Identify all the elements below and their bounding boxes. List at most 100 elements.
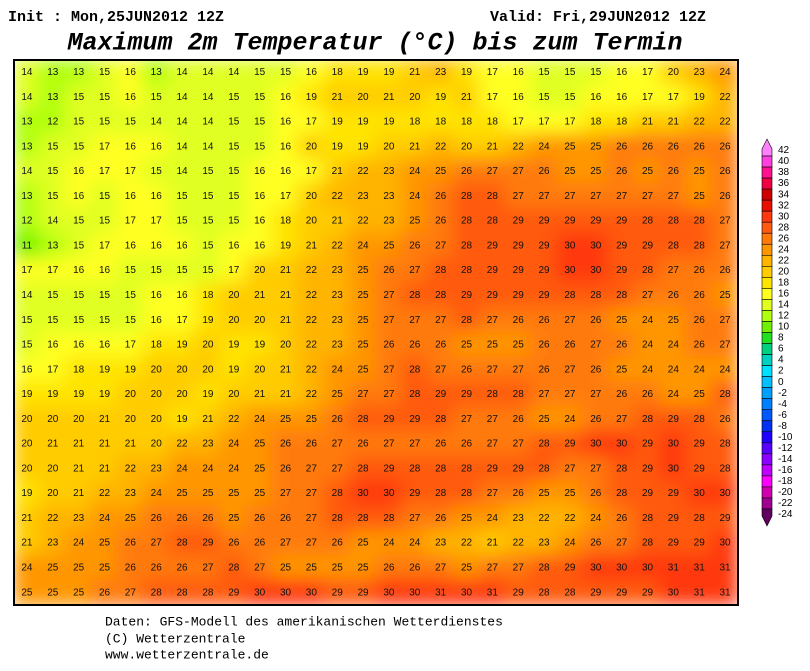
temperature-cell xyxy=(400,579,429,605)
temperature-label: 14 xyxy=(177,117,189,128)
temperature-cell xyxy=(556,405,584,433)
temperature-label: 17 xyxy=(125,166,137,177)
temperature-label: 29 xyxy=(513,216,525,227)
colorbar-segment xyxy=(761,431,773,444)
temperature-cell xyxy=(323,281,352,309)
temperature-cell xyxy=(504,133,533,161)
temperature-label: 27 xyxy=(668,191,680,202)
temperature-label: 28 xyxy=(487,191,499,202)
temperature-cell xyxy=(400,504,429,532)
temperature-label: 26 xyxy=(280,463,292,474)
temperature-label: 19 xyxy=(383,117,395,128)
temperature-cell xyxy=(633,356,662,384)
temperature-label: 14 xyxy=(21,166,33,177)
colorbar-segment xyxy=(761,310,773,322)
temperature-label: 27 xyxy=(435,240,447,251)
temperature-cell xyxy=(581,430,610,458)
temperature-label: 30 xyxy=(590,562,602,573)
temperature-cell xyxy=(323,158,352,185)
temperature-label: 27 xyxy=(306,538,318,549)
temperature-label: 29 xyxy=(539,265,551,276)
temperature-label: 30 xyxy=(409,587,421,598)
temperature-label: 19 xyxy=(228,340,240,351)
temperature-cell xyxy=(556,455,584,483)
temperature-label: 27 xyxy=(539,191,551,202)
temperature-cell xyxy=(90,405,119,433)
temperature-cell xyxy=(142,455,171,483)
temperature-cell xyxy=(219,133,248,161)
temperature-label: 29 xyxy=(720,513,732,524)
temperature-cell xyxy=(581,554,610,582)
temperature-label: 20 xyxy=(125,389,137,400)
temperature-cell xyxy=(38,281,67,309)
colorbar-label: 26 xyxy=(778,233,790,244)
temperature-cell xyxy=(685,480,714,507)
temperature-label: 20 xyxy=(280,340,292,351)
temperature-cell xyxy=(271,182,300,210)
temperature-label: 22 xyxy=(47,513,59,524)
temperature-label: 25 xyxy=(254,463,266,474)
temperature-cell xyxy=(297,529,326,557)
temperature-label: 25 xyxy=(409,216,421,227)
temperature-cell xyxy=(64,381,93,408)
temperature-label: 26 xyxy=(435,216,447,227)
temperature-label: 29 xyxy=(590,587,602,598)
temperature-label: 29 xyxy=(539,240,551,251)
temperature-label: 28 xyxy=(487,389,499,400)
temperature-label: 25 xyxy=(720,290,732,301)
temperature-cell xyxy=(142,306,171,334)
temperature-cell xyxy=(375,232,403,260)
temperature-cell xyxy=(452,455,481,483)
temperature-label: 30 xyxy=(616,562,628,573)
temperature-cell xyxy=(478,133,507,161)
temperature-label: 25 xyxy=(461,513,473,524)
temperature-label: 26 xyxy=(616,340,628,351)
temperature-cell xyxy=(38,133,67,161)
temperature-cell xyxy=(38,430,67,458)
temperature-label: 25 xyxy=(461,340,473,351)
temperature-label: 24 xyxy=(409,166,421,177)
temperature-label: 17 xyxy=(125,340,137,351)
temperature-cell xyxy=(607,158,636,185)
colorbar-segment xyxy=(761,409,773,422)
temperature-label: 30 xyxy=(590,265,602,276)
temperature-label: 24 xyxy=(202,463,214,474)
temperature-label: 25 xyxy=(21,587,33,598)
temperature-cell xyxy=(219,381,248,408)
temperature-cell xyxy=(116,158,145,185)
temperature-cell xyxy=(400,281,429,309)
temperature-label: 29 xyxy=(358,587,370,598)
temperature-label: 22 xyxy=(332,191,344,202)
temperature-label: 25 xyxy=(694,389,706,400)
temperature-cell xyxy=(375,281,403,309)
temperature-cell xyxy=(556,60,584,86)
temperature-cell xyxy=(633,405,662,433)
temperature-cell xyxy=(194,554,222,582)
temperature-cell xyxy=(685,455,714,483)
temperature-label: 19 xyxy=(280,240,292,251)
temperature-label: 19 xyxy=(73,389,85,400)
temperature-cell xyxy=(452,579,481,605)
colorbar-segment xyxy=(761,188,773,201)
temperature-label: 25 xyxy=(564,141,576,152)
temperature-cell xyxy=(90,182,119,210)
temperature-cell xyxy=(168,257,196,284)
colorbar-label: -20 xyxy=(778,487,793,498)
temperature-label: 21 xyxy=(280,389,292,400)
temperature-label: 25 xyxy=(487,340,499,351)
colorbar-label: -10 xyxy=(778,432,793,443)
temperature-cell xyxy=(556,306,584,334)
temperature-cell xyxy=(685,60,714,86)
temperature-label: 27 xyxy=(254,562,266,573)
temperature-label: 17 xyxy=(306,166,318,177)
temperature-cell xyxy=(711,529,738,557)
temperature-label: 27 xyxy=(487,439,499,450)
temperature-label: 16 xyxy=(590,92,602,103)
temperature-label: 16 xyxy=(125,141,137,152)
temperature-label: 29 xyxy=(487,463,499,474)
temperature-label: 24 xyxy=(409,538,421,549)
temperature-label: 26 xyxy=(539,315,551,326)
temperature-cell xyxy=(142,480,171,507)
temperature-label: 26 xyxy=(668,290,680,301)
temperature-label: 27 xyxy=(513,166,525,177)
